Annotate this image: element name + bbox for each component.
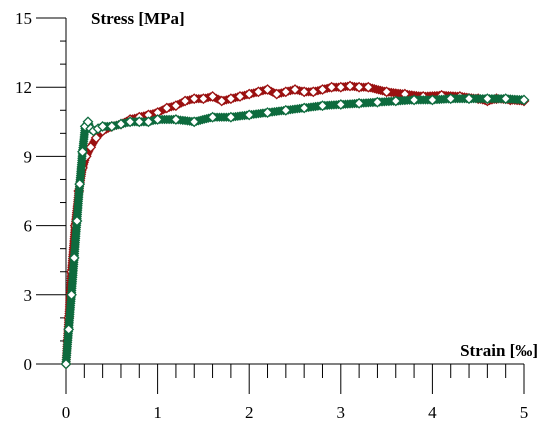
series-1-point bbox=[207, 90, 219, 102]
series-1-point bbox=[307, 86, 319, 98]
series-2-point bbox=[518, 94, 530, 106]
series-1-point bbox=[317, 84, 328, 95]
x-tick-label: 1 bbox=[153, 403, 162, 421]
series-2-point bbox=[390, 95, 402, 107]
series-1-point bbox=[252, 86, 264, 98]
series-1-point bbox=[188, 93, 200, 105]
series-2-point bbox=[298, 102, 310, 114]
y-axis: 0 3 6 9 12 15 bbox=[15, 9, 67, 374]
series-2-point bbox=[262, 107, 273, 119]
series-2-point bbox=[71, 215, 83, 227]
series-1-point bbox=[161, 102, 173, 114]
series-2-point bbox=[152, 114, 164, 125]
series-2-point bbox=[188, 116, 200, 128]
series-2-point bbox=[481, 93, 493, 105]
series-2-point bbox=[463, 93, 475, 105]
series-2-point bbox=[60, 358, 72, 370]
series-2 bbox=[60, 93, 530, 370]
series-1-point bbox=[234, 90, 246, 102]
series-1-point bbox=[216, 95, 228, 107]
y-axis-title: Stress [MPa] bbox=[91, 9, 185, 28]
series-2-point bbox=[243, 109, 255, 121]
series-2-band bbox=[61, 93, 527, 369]
series-layer bbox=[60, 80, 530, 370]
series-1-point bbox=[335, 81, 347, 93]
y-tick-label: 6 bbox=[24, 217, 33, 236]
series-1-point bbox=[170, 100, 182, 112]
series-2-point bbox=[66, 289, 77, 301]
x-axis: 0 1 2 3 4 5 bbox=[36, 363, 529, 421]
y-tick-label: 12 bbox=[15, 78, 32, 97]
x-tick-label: 4 bbox=[428, 403, 437, 421]
series-1-point bbox=[225, 93, 237, 105]
series-2-point bbox=[426, 94, 438, 106]
series-2-point bbox=[97, 120, 109, 132]
series-2-point bbox=[68, 252, 80, 264]
series-1-point bbox=[179, 95, 191, 107]
series-2-point bbox=[124, 116, 136, 128]
x-axis-title: Strain [‰] bbox=[460, 341, 538, 360]
series-1-point bbox=[85, 141, 97, 153]
series-2-point bbox=[335, 99, 347, 110]
series-2-point bbox=[445, 93, 457, 105]
series-2-line bbox=[65, 98, 525, 365]
series-2-point bbox=[74, 178, 86, 190]
series-2-point bbox=[170, 114, 182, 125]
series-1-point bbox=[197, 93, 209, 105]
series-2-point bbox=[207, 111, 219, 123]
series-2-point bbox=[106, 120, 118, 132]
series-2-point bbox=[77, 146, 88, 158]
x-tick-label: 3 bbox=[337, 403, 346, 421]
y-tick-label: 9 bbox=[24, 147, 33, 166]
series-1-point bbox=[353, 81, 365, 93]
y-tick-label: 15 bbox=[15, 9, 32, 28]
series-2-point bbox=[408, 94, 420, 106]
series-1-point bbox=[298, 86, 310, 98]
x-tick-label: 0 bbox=[62, 403, 71, 421]
series-2-point bbox=[500, 93, 512, 105]
series-1-point bbox=[262, 84, 273, 95]
x-tick-label: 2 bbox=[245, 403, 254, 421]
series-1-point bbox=[381, 86, 393, 98]
series-2-point bbox=[353, 97, 365, 109]
y-tick-label: 3 bbox=[24, 286, 33, 305]
series-2-point bbox=[280, 104, 292, 116]
series-1-point bbox=[271, 88, 283, 100]
y-tick-label: 0 bbox=[24, 355, 33, 374]
x-tick-label: 5 bbox=[520, 403, 529, 421]
series-1-point bbox=[243, 88, 255, 100]
series-2-point bbox=[371, 96, 383, 108]
series-2-point bbox=[133, 116, 145, 128]
series-1-line bbox=[65, 85, 525, 365]
series-1-point bbox=[344, 80, 356, 92]
series-2-point bbox=[115, 118, 127, 130]
series-2-point bbox=[317, 100, 328, 112]
series-2-point bbox=[225, 111, 237, 123]
series-1-point bbox=[280, 86, 292, 98]
series-2-point bbox=[142, 116, 154, 128]
series-1-point bbox=[289, 84, 301, 95]
series-1-point bbox=[326, 81, 338, 93]
series-2-point bbox=[63, 323, 75, 335]
series-1-point bbox=[362, 81, 374, 93]
